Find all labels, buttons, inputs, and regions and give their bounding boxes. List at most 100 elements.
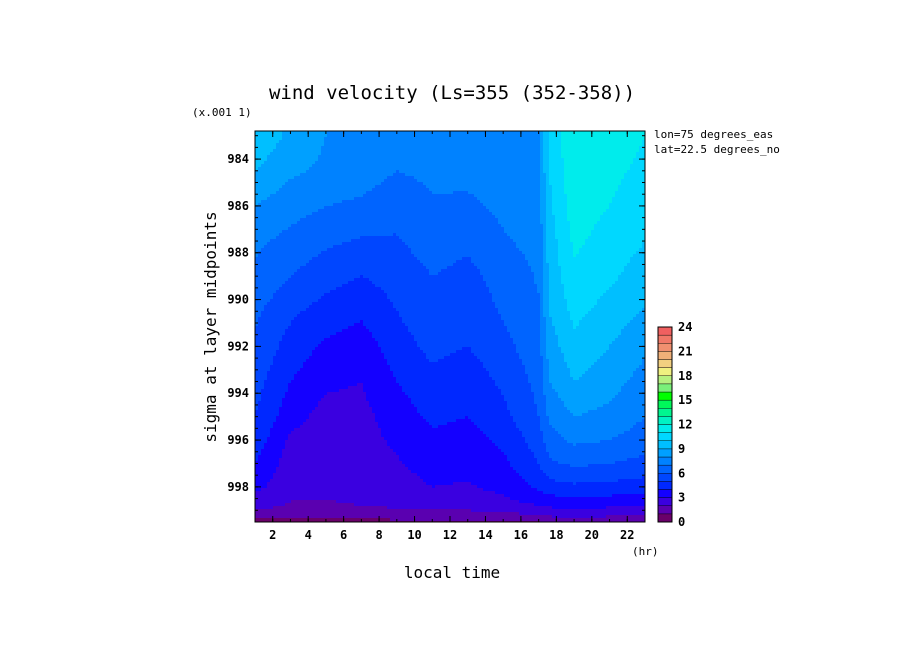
contour-cell	[612, 170, 616, 174]
contour-cell	[447, 203, 451, 207]
contour-cell	[597, 242, 601, 246]
contour-cell	[519, 176, 523, 180]
contour-cell	[474, 155, 478, 159]
contour-cell	[273, 242, 277, 246]
contour-cell	[588, 197, 592, 201]
contour-cell	[588, 188, 592, 192]
contour-cell	[534, 227, 538, 231]
contour-cell	[525, 239, 529, 243]
contour-cell	[573, 140, 577, 144]
contour-cell	[447, 164, 451, 168]
contour-cell	[558, 179, 562, 183]
contour-cell	[549, 218, 553, 222]
contour-cell	[384, 131, 388, 135]
contour-cell	[612, 185, 616, 189]
contour-cell	[507, 173, 511, 177]
contour-cell	[501, 221, 505, 225]
contour-cell	[552, 137, 556, 141]
contour-cell	[387, 239, 391, 243]
contour-cell	[381, 191, 385, 195]
contour-cell	[561, 137, 565, 141]
contour-cell	[348, 233, 352, 237]
contour-cell	[255, 149, 259, 153]
contour-cell	[498, 233, 502, 237]
contour-cell	[618, 161, 622, 165]
contour-cell	[606, 131, 610, 135]
contour-cell	[603, 236, 607, 240]
contour-cell	[348, 131, 352, 135]
contour-cell	[300, 209, 304, 213]
contour-cell	[447, 209, 451, 213]
contour-cell	[414, 233, 418, 237]
contour-cell	[588, 137, 592, 141]
contour-cell	[351, 170, 355, 174]
contour-cell	[318, 185, 322, 189]
contour-cell	[576, 197, 580, 201]
contour-cell	[348, 236, 352, 240]
contour-cell	[339, 149, 343, 153]
contour-cell	[639, 158, 643, 162]
contour-cell	[567, 176, 571, 180]
contour-cell	[429, 224, 433, 228]
contour-cell	[495, 197, 499, 201]
contour-cell	[342, 197, 346, 201]
contour-cell	[351, 149, 355, 153]
contour-cell	[264, 161, 268, 165]
contour-cell	[537, 224, 541, 228]
contour-cell	[462, 176, 466, 180]
contour-cell	[369, 137, 373, 141]
contour-cell	[417, 131, 421, 135]
contour-cell	[642, 221, 645, 225]
contour-cell	[366, 227, 370, 231]
contour-cell	[432, 218, 436, 222]
contour-cell	[366, 230, 370, 234]
contour-cell	[540, 137, 544, 141]
contour-cell	[333, 158, 337, 162]
contour-cell	[306, 239, 310, 243]
contour-cell	[627, 188, 631, 192]
contour-cell	[312, 236, 316, 240]
contour-cell	[300, 137, 304, 141]
contour-cell	[273, 188, 277, 192]
contour-cell	[381, 212, 385, 216]
contour-cell	[573, 131, 577, 135]
contour-cell	[339, 134, 343, 138]
contour-cell	[354, 221, 358, 225]
contour-cell	[639, 155, 643, 159]
contour-cell	[423, 167, 427, 171]
contour-cell	[486, 206, 490, 210]
contour-cell	[525, 185, 529, 189]
contour-cell	[417, 146, 421, 150]
contour-cell	[492, 161, 496, 165]
contour-cell	[321, 239, 325, 243]
contour-cell	[387, 227, 391, 231]
contour-cell	[546, 134, 550, 138]
contour-cell	[576, 203, 580, 207]
contour-cell	[288, 149, 292, 153]
contour-cell	[351, 179, 355, 183]
contour-cell	[570, 227, 574, 231]
contour-cell	[516, 242, 520, 246]
contour-cell	[591, 173, 595, 177]
contour-cell	[579, 242, 583, 246]
contour-cell	[597, 155, 601, 159]
contour-cell	[432, 131, 436, 135]
contour-cell	[606, 158, 610, 162]
contour-cell	[336, 209, 340, 213]
contour-cell	[480, 161, 484, 165]
contour-cell	[345, 140, 349, 144]
contour-cell	[462, 203, 466, 207]
contour-cell	[564, 179, 568, 183]
contour-cell	[522, 200, 526, 204]
contour-cell	[627, 149, 631, 153]
contour-cell	[618, 206, 622, 210]
contour-cell	[438, 137, 442, 141]
contour-cell	[408, 152, 412, 156]
contour-cell	[435, 206, 439, 210]
contour-cell	[429, 140, 433, 144]
contour-cell	[345, 215, 349, 219]
contour-cell	[399, 194, 403, 198]
contour-cell	[606, 191, 610, 195]
contour-cell	[561, 167, 565, 171]
contour-cell	[276, 239, 280, 243]
